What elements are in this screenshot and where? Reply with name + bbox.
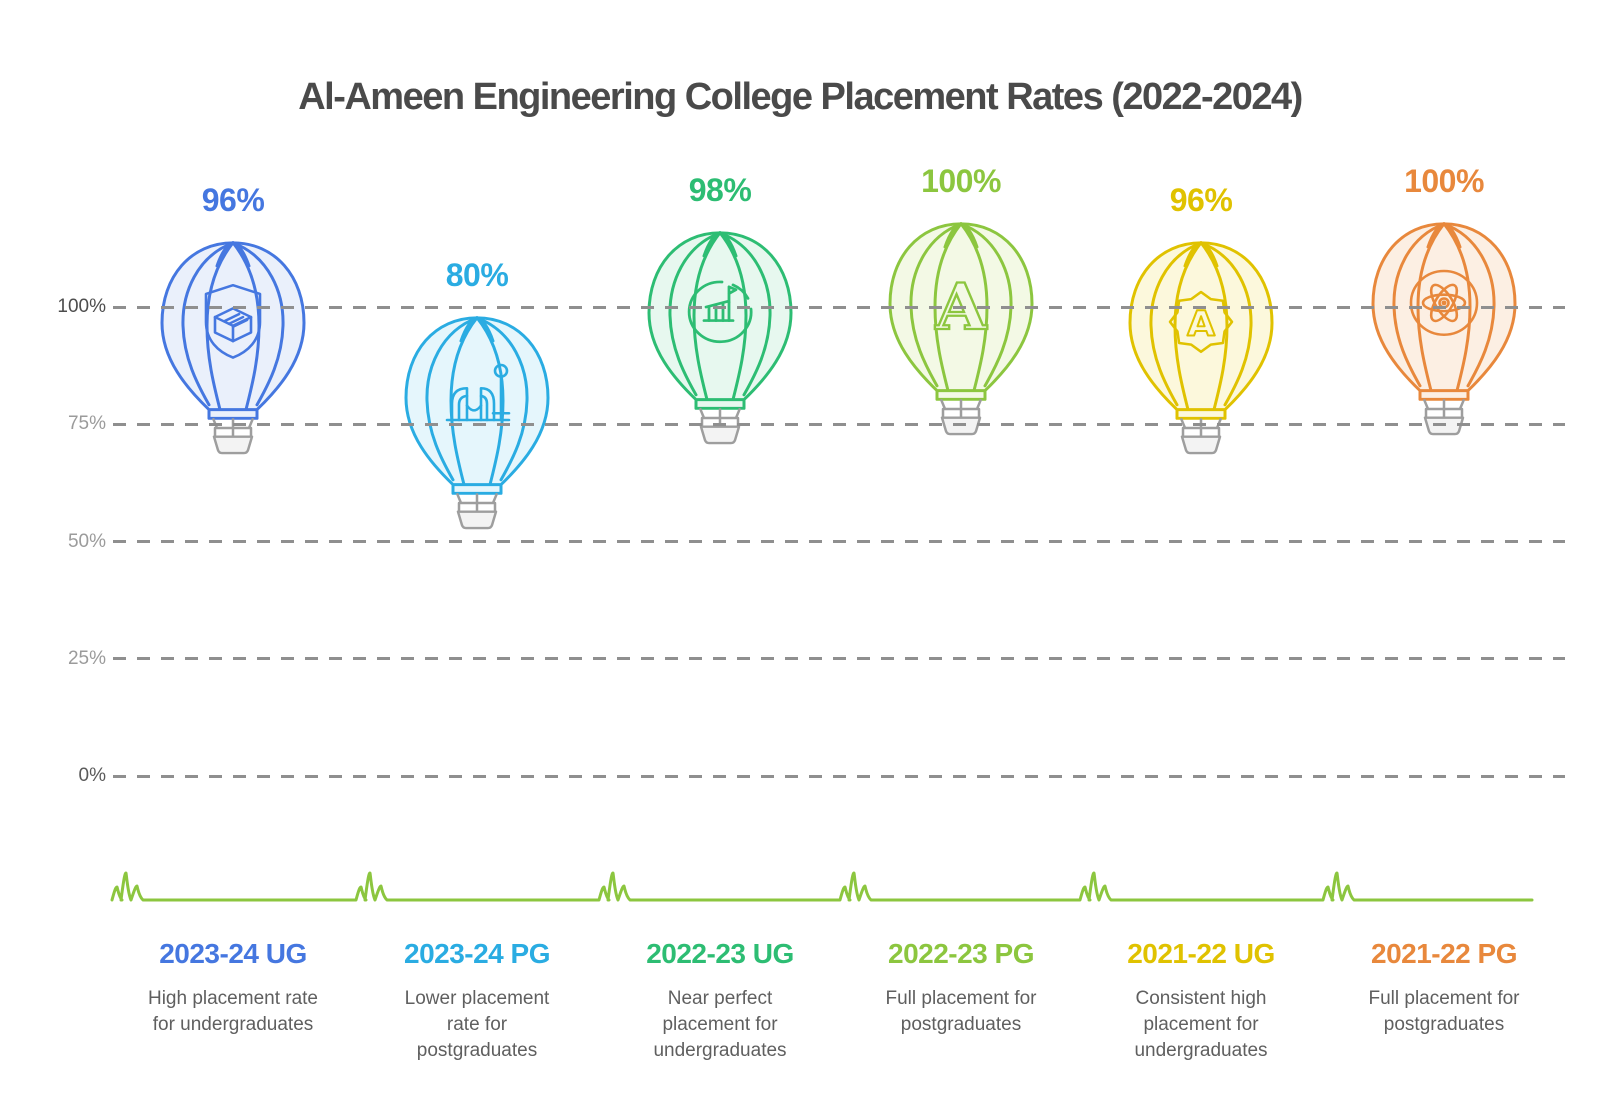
category-label: 2022-23 PG — [888, 938, 1035, 969]
balloon-graphic — [160, 241, 306, 455]
balloon-envelope — [647, 231, 793, 411]
category-description: High placement rate for undergraduates — [147, 988, 319, 1035]
balloon-basket — [939, 398, 983, 436]
balloon-envelope — [404, 316, 550, 495]
balloon-basket — [211, 417, 255, 455]
value-label: 96% — [1169, 181, 1233, 218]
value-label: 96% — [201, 181, 265, 218]
category-description: Full placement for postgraduates — [1368, 988, 1520, 1035]
value-label: 100% — [921, 163, 1001, 199]
machinery-icon — [445, 363, 511, 422]
value-label: 100% — [1404, 163, 1484, 199]
category-label: 2022-23 UG — [646, 938, 794, 969]
category-label: 2021-22 UG — [1127, 938, 1275, 969]
building-chart-icon — [687, 280, 753, 344]
balloon-basket — [455, 492, 499, 530]
balloon — [640, 227, 800, 445]
category-label: 2021-22 PG — [1371, 938, 1518, 969]
balloon — [397, 312, 557, 530]
category-description: Lower placement rate for postgraduates — [404, 988, 550, 1061]
category-label: 2023-24 UG — [159, 938, 307, 969]
balloon-basket — [1422, 398, 1466, 436]
category-description: Full placement for postgraduates — [885, 988, 1037, 1035]
value-label: 98% — [688, 172, 752, 209]
balloon-graphic — [647, 231, 793, 445]
balloon-basket — [698, 408, 742, 445]
balloon-envelope — [1128, 241, 1274, 420]
category-description: Consistent high placement for undergradu… — [1134, 988, 1268, 1061]
balloon — [153, 237, 313, 455]
chart-title: Al-Ameen Engineering College Placement R… — [298, 76, 1303, 118]
value-label: 80% — [445, 256, 509, 293]
balloon-graphic — [404, 316, 550, 530]
svg-text:A: A — [1187, 304, 1215, 344]
category-description: Near perfect placement for undergraduate… — [653, 988, 787, 1061]
category-label: 2023-24 PG — [404, 938, 551, 969]
grass-line — [110, 871, 1534, 902]
